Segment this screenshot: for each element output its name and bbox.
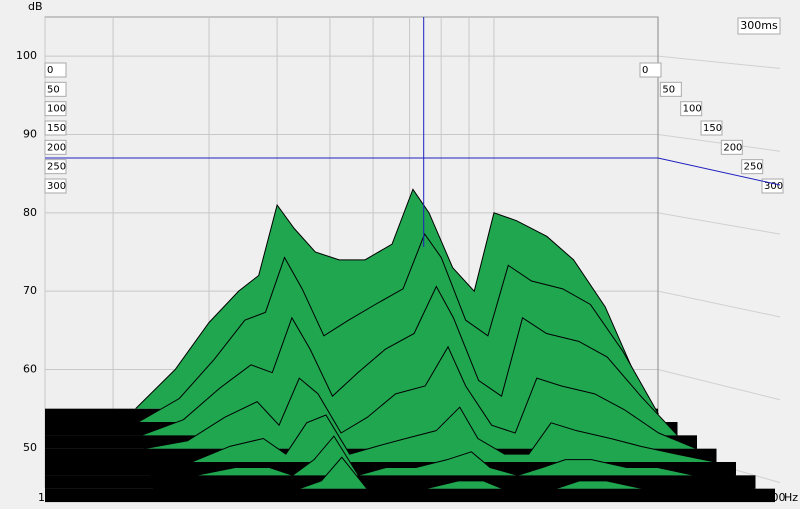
slice-line — [135, 188, 641, 410]
time-tick-label: 200 — [47, 142, 66, 153]
slice-fill — [144, 346, 697, 449]
y-tick-label: 70 — [23, 284, 37, 297]
cursor-horizontal — [45, 157, 781, 186]
time-tick-box — [680, 101, 703, 117]
time-tick-box — [720, 139, 743, 155]
time-tick-label: 250 — [47, 162, 66, 173]
time-tick-box — [44, 159, 67, 175]
time-tick-box — [700, 120, 723, 136]
time-tick-label: 200 — [723, 142, 742, 153]
time-tick-label: 150 — [47, 123, 66, 134]
slice-line — [141, 285, 678, 436]
y-unit: dB — [28, 0, 43, 13]
time-tick-label: 300 — [47, 181, 66, 192]
time-tick-label: 100 — [683, 104, 702, 115]
time-span-label: 300ms — [740, 19, 778, 32]
side-grid-line — [657, 134, 781, 152]
time-tick-box — [44, 178, 67, 194]
side-grid-line — [657, 55, 781, 69]
time-span-box — [737, 17, 781, 35]
time-tick-label: 50 — [662, 84, 675, 95]
time-tick-label: 300 — [764, 181, 783, 192]
time-tick-label: 0 — [642, 65, 648, 76]
time-tick-box — [639, 62, 662, 78]
y-tick-label: 90 — [23, 128, 37, 141]
y-tick-label: 50 — [23, 441, 37, 454]
time-tick-label: 150 — [703, 123, 722, 134]
slice-fill — [147, 407, 716, 462]
y-tick-label: 60 — [23, 363, 37, 376]
time-tick-box — [44, 139, 67, 155]
slice-line — [138, 232, 659, 423]
slice-line — [147, 406, 716, 463]
y-tick-label: 80 — [23, 206, 37, 219]
time-tick-box — [44, 62, 67, 78]
time-tick-label: 250 — [744, 162, 763, 173]
side-grid-line — [657, 212, 781, 235]
time-tick-box — [659, 81, 682, 97]
time-tick-box — [44, 81, 67, 97]
side-grid-line — [657, 290, 781, 318]
time-tick-label: 100 — [47, 104, 66, 115]
side-grid-line — [657, 369, 781, 401]
time-tick-label: 0 — [47, 65, 53, 76]
slice-floor — [45, 475, 756, 489]
x-unit: Hz — [784, 491, 798, 504]
slice-line — [150, 435, 735, 476]
time-tick-label: 50 — [47, 84, 60, 95]
slice-line — [152, 456, 754, 490]
slice-line — [144, 345, 697, 450]
slice-floor — [45, 488, 775, 503]
slice-fill — [150, 436, 735, 476]
time-tick-box — [44, 120, 67, 136]
time-tick-box — [741, 159, 764, 175]
y-tick-label: 100 — [16, 49, 37, 62]
time-tick-box — [44, 101, 67, 117]
